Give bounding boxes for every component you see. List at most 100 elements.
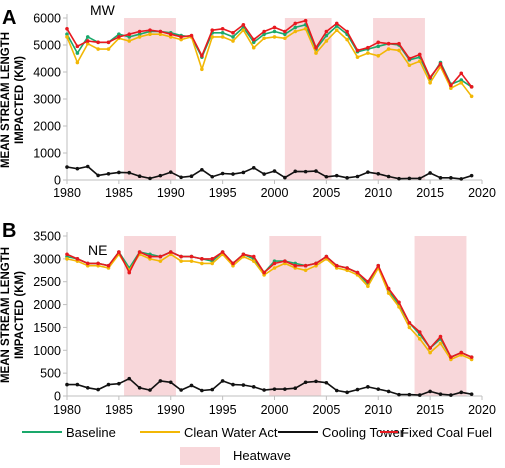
- panel-b-point-fixed-coal-fuel: [200, 257, 204, 261]
- panel-b-point-fixed-coal-fuel: [85, 261, 90, 266]
- panel-b-point-cooling-tower: [449, 393, 453, 397]
- panel-b-point-fixed-coal-fuel: [428, 346, 432, 350]
- panel-b-point-fixed-coal-fuel: [106, 263, 111, 268]
- panel-a-point-baseline: [283, 32, 287, 36]
- panel-a-point-clean-water-act: [293, 29, 298, 34]
- panel-b-point-cooling-tower: [428, 389, 432, 394]
- panel-b-point-cooling-tower: [168, 380, 173, 385]
- panel-a-point-fixed-coal-fuel: [314, 45, 318, 50]
- panel-a-point-clean-water-act: [262, 36, 266, 41]
- panel-b-point-fixed-coal-fuel: [417, 330, 422, 334]
- panel-a-point-cooling-tower: [251, 166, 256, 170]
- panel-a-x-tick-label: 2005: [312, 186, 340, 200]
- panel-a-point-clean-water-act: [345, 37, 349, 42]
- panel-a-point-cooling-tower: [75, 166, 80, 171]
- panel-a-point-clean-water-act: [366, 51, 370, 55]
- panel-a-point-clean-water-act: [324, 39, 329, 43]
- panel-b-point-cooling-tower: [137, 385, 142, 390]
- panel-a-point-cooling-tower: [334, 173, 339, 178]
- panel-b-point-clean-water-act: [397, 305, 401, 309]
- panel-a-point-clean-water-act: [449, 86, 453, 90]
- panel-b-point-fixed-coal-fuel: [459, 350, 464, 355]
- panel-a-point-fixed-coal-fuel: [283, 29, 287, 34]
- panel-a-point-fixed-coal-fuel: [251, 37, 256, 42]
- panel-a-y-tick-label: 2000: [33, 120, 61, 134]
- panel-b-point-fixed-coal-fuel: [168, 250, 173, 254]
- panel-a-point-baseline: [272, 29, 277, 34]
- panel-a-point-fixed-coal-fuel: [106, 40, 111, 45]
- panel-b-y-tick-label: 3500: [33, 230, 61, 244]
- panel-a-series-line-clean-water-act: [66, 27, 473, 97]
- panel-b-point-fixed-coal-fuel: [158, 254, 163, 259]
- panel-b-point-cooling-tower: [210, 387, 215, 392]
- panel-a-point-fixed-coal-fuel: [417, 52, 422, 57]
- panel-b-point-fixed-coal-fuel: [231, 261, 235, 266]
- panel-a-point-fixed-coal-fuel: [428, 75, 432, 80]
- panel-a-point-fixed-coal-fuel: [96, 40, 100, 45]
- panel-a-ylabel-line1: MEAN STREAM LENGTH: [0, 32, 12, 168]
- panel-a-point-baseline: [127, 35, 132, 39]
- panel-a-point-cooling-tower: [355, 174, 360, 179]
- panel-a-point-cooling-tower: [376, 171, 381, 176]
- legend-label-cooling-tower: Cooling Tower: [322, 425, 405, 440]
- panel-b-x-tick-label: 1985: [105, 403, 133, 417]
- panel-b-point-cooling-tower: [345, 390, 349, 395]
- panel-a-point-cooling-tower: [314, 169, 318, 173]
- panel-a-point-fixed-coal-fuel: [241, 22, 246, 27]
- panel-a-point-cooling-tower: [200, 167, 204, 172]
- legend-item-fixed-coal-fuel: Fixed Coal Fuel: [380, 425, 492, 440]
- panel-a-x-tick-label: 2000: [261, 186, 289, 200]
- panel-b-x-tick-label: 2020: [468, 403, 496, 417]
- panel-a-point-clean-water-act: [428, 81, 432, 85]
- panel-a-point-clean-water-act: [407, 63, 412, 68]
- panel-a-point-cooling-tower: [96, 173, 100, 178]
- panel-a-point-fixed-coal-fuel: [459, 71, 464, 76]
- panel-a-point-baseline: [324, 33, 329, 38]
- legend-label-fixed-coal-fuel: Fixed Coal Fuel: [401, 425, 492, 440]
- panel-b-point-cooling-tower: [251, 385, 256, 389]
- panel-b-y-tick-label: 500: [40, 367, 61, 381]
- panel-b-point-cooling-tower: [85, 385, 90, 390]
- panel-a-point-baseline: [293, 25, 298, 30]
- panel-a-point-cooling-tower: [417, 176, 422, 181]
- panel-b-ylabel-line2: IMPACTED (KM): [14, 271, 26, 359]
- panel-b-point-cooling-tower: [469, 392, 474, 396]
- panel-a-x-tick-label: 1985: [105, 186, 133, 200]
- panel-b-x-tick-label: 1995: [209, 403, 237, 417]
- panel-b-point-cooling-tower: [407, 392, 412, 397]
- panel-b-series-line-fixed-coal-fuel: [66, 251, 472, 358]
- panel-a-point-cooling-tower: [428, 171, 432, 175]
- panel-a-point-cooling-tower: [210, 174, 215, 179]
- panel-a-point-fixed-coal-fuel: [262, 29, 266, 34]
- panel-a-point-clean-water-act: [417, 59, 422, 63]
- panel-b-point-fixed-coal-fuel: [386, 286, 391, 291]
- panel-a-point-fixed-coal-fuel: [438, 62, 443, 66]
- panel-b-point-fixed-coal-fuel: [75, 257, 80, 261]
- panel-b-title: NE: [88, 242, 107, 258]
- panel-b-heatwave-bands: [124, 236, 467, 396]
- panel-a-point-cooling-tower: [283, 175, 287, 180]
- panel-b-x-tick-label: 1980: [53, 403, 81, 417]
- panel-a-point-baseline: [459, 78, 464, 82]
- panel-a-point-clean-water-act: [459, 81, 464, 85]
- panel-a-point-cooling-tower: [85, 164, 90, 169]
- panel-a-point-clean-water-act: [127, 39, 132, 43]
- panel-b-point-fixed-coal-fuel: [189, 254, 194, 259]
- panel-a-x-tick-label: 2020: [468, 186, 496, 200]
- panel-a-point-clean-water-act: [137, 35, 142, 39]
- panel-a-axes: 0 1000 2000 3000 4000 5000 6000 1980 1985 1990 199…: [33, 12, 496, 201]
- panel-b-point-fixed-coal-fuel: [137, 250, 142, 254]
- panel-a-point-clean-water-act: [241, 28, 246, 32]
- panel-b-point-cooling-tower: [272, 387, 277, 391]
- panel-b-point-cooling-tower: [106, 382, 111, 387]
- panel-a-point-baseline: [65, 32, 69, 36]
- panel-b-chart: B NE MEAN STREAM LENGTH IMPACTED (KM) 0 5…: [0, 220, 496, 417]
- panel-a-point-fixed-coal-fuel: [200, 54, 204, 58]
- panel-b-point-clean-water-act: [210, 261, 215, 266]
- panel-b-point-fixed-coal-fuel: [210, 257, 215, 261]
- panel-b-point-fixed-coal-fuel: [220, 250, 225, 254]
- panel-a-point-clean-water-act: [469, 94, 474, 99]
- panel-a-point-cooling-tower: [397, 176, 401, 181]
- panel-b-point-cooling-tower: [438, 392, 443, 396]
- panel-a-point-clean-water-act: [106, 47, 111, 51]
